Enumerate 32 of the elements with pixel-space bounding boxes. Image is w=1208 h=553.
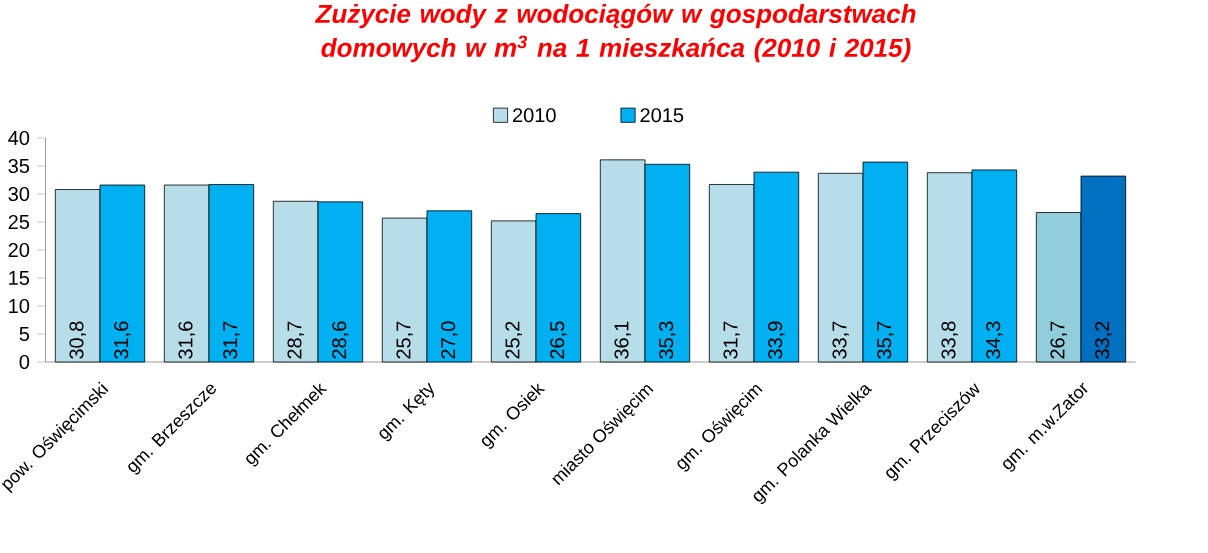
legend-label: 2015	[640, 108, 684, 123]
data-label: 35,7	[877, 321, 894, 359]
data-label: 31,6	[178, 321, 195, 359]
y-tick-label: 10	[9, 298, 30, 314]
data-label: 33,7	[832, 321, 849, 359]
y-tick-label: 5	[19, 327, 30, 341]
legend-label: 2010	[513, 108, 556, 123]
y-tick-label: 20	[8, 242, 30, 258]
data-label: 26,7	[1050, 321, 1067, 359]
data-label: 27,0	[441, 321, 458, 359]
data-label: 28,7	[287, 321, 304, 359]
data-label: 28,6	[332, 321, 349, 359]
data-label: 31,7	[223, 321, 240, 359]
data-label: 36,1	[614, 321, 631, 359]
data-label: 25,2	[505, 321, 522, 359]
y-tick-label: 40	[8, 130, 30, 146]
y-tick-label: 25	[8, 214, 30, 230]
y-tick-label: 15	[9, 271, 30, 285]
chart-title: Zużycie wody z wodociągów w gospodarstwach domowych w m$^{3}$ na 1 mieszkańca (2010 i 2015)	[314, 3, 916, 63]
data-label: 34,3	[986, 321, 1003, 359]
data-label: 35,3	[659, 321, 676, 359]
data-label: 26,5	[550, 321, 567, 359]
y-tick-label: 30	[8, 186, 30, 202]
data-label: 33,8	[941, 321, 958, 359]
y-tick-label: 35	[8, 158, 30, 174]
data-label: 33,9	[768, 321, 785, 359]
data-label: 31,6	[114, 321, 131, 359]
data-label: 33,2	[1095, 321, 1112, 359]
data-label: 25,7	[396, 321, 413, 359]
data-label: 31,7	[723, 321, 740, 359]
y-tick-label: 0	[19, 354, 30, 370]
data-label: 30,8	[69, 321, 86, 359]
